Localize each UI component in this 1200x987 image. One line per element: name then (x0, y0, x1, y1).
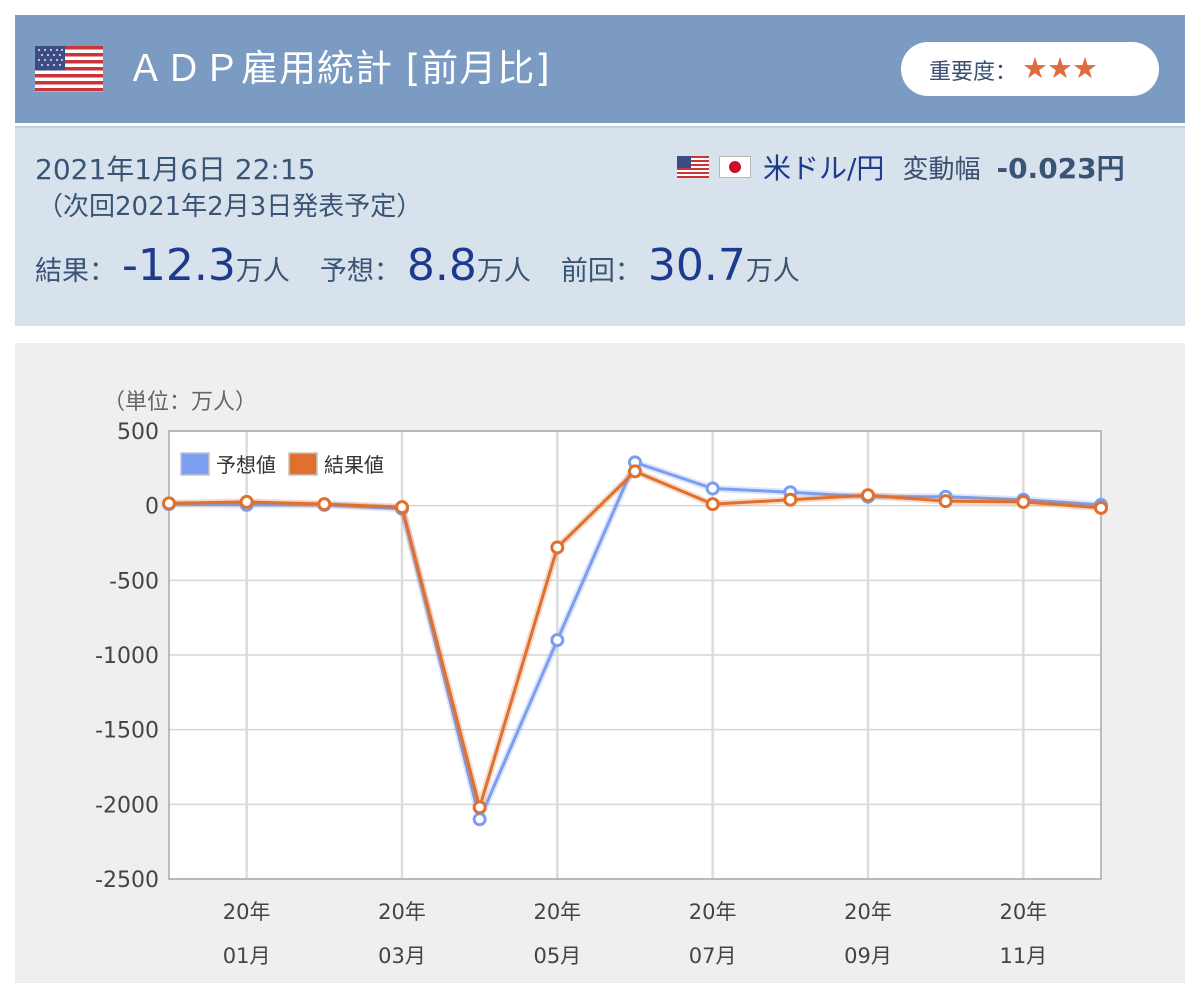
stats-row: 結果： -12.3 万人 予想： 8.8 万人 前回： 30.7 万人 (35, 240, 830, 291)
data-point-result (861, 488, 875, 503)
x-tick-year: 20年 (689, 900, 737, 924)
result-value: -12.3 (122, 240, 236, 291)
y-tick-label: -500 (109, 569, 159, 594)
us-flag-icon (35, 46, 103, 92)
data-point-result (938, 494, 953, 509)
data-point-result (162, 496, 176, 511)
data-point-result (550, 540, 565, 555)
previous-unit: 万人 (745, 256, 800, 287)
release-info-panel: 2021年1月6日 22:15 （次回2021年2月3日発表予定） 米ドル/円 … (15, 126, 1185, 326)
importance-stars-icon: ★★★ (1022, 51, 1098, 85)
x-tick-year: 20年 (844, 900, 892, 924)
x-tick-year: 20年 (223, 900, 271, 924)
forecast-unit: 万人 (476, 256, 531, 287)
previous-value: 30.7 (647, 240, 746, 291)
legend-swatch (180, 452, 210, 476)
us-flag-icon (677, 156, 709, 178)
data-point-result (239, 494, 254, 509)
x-tick-year: 20年 (378, 900, 426, 924)
x-tick-month: 01月 (223, 944, 271, 968)
x-tick-month: 07月 (689, 944, 737, 968)
release-datetime: 2021年1月6日 22:15 (35, 153, 316, 186)
range-label: 変動幅 (902, 154, 981, 185)
result-unit: 万人 (235, 256, 290, 287)
y-tick-label: -2000 (95, 793, 159, 818)
data-point-result (705, 497, 720, 512)
data-point-result (783, 492, 798, 507)
range-value: -0.023円 (996, 152, 1125, 185)
x-tick-month: 11月 (999, 944, 1047, 968)
x-tick-year: 20年 (533, 900, 581, 924)
japan-flag-icon (719, 156, 751, 178)
currency-pair: 米ドル/円 変動幅 -0.023円 (677, 150, 1125, 185)
y-tick-label: 500 (117, 420, 159, 445)
data-point-forecast (705, 481, 720, 496)
data-point-result (628, 464, 642, 479)
forecast-value: 8.8 (406, 240, 477, 291)
x-tick-month: 05月 (533, 944, 581, 968)
plot-border (168, 430, 1102, 880)
result-label: 結果： (35, 256, 116, 287)
x-tick-year: 20年 (999, 900, 1047, 924)
legend-label: 結果値 (324, 453, 384, 477)
y-tick-label: 0 (145, 495, 159, 520)
previous-label: 前回： (560, 256, 642, 287)
unit-label: （単位：万人） (103, 390, 257, 415)
data-point-forecast (550, 633, 565, 648)
line-chart: 500 0 -500 -1000 -1500 -2000 -2500 20年 01月 20年 03月… (95, 390, 1108, 968)
legend-label: 予想値 (216, 453, 276, 477)
data-point-result (317, 497, 332, 512)
legend-swatch (288, 452, 318, 476)
y-tick-label: -2500 (95, 868, 159, 893)
data-point-result (1094, 500, 1108, 515)
indicator-header: ＡＤＰ雇用統計 [前月比] 重要度： ★★★ (15, 15, 1185, 123)
data-point-result (472, 800, 487, 815)
importance-label: 重要度： (929, 60, 1018, 85)
currency-pair-link[interactable]: 米ドル/円 (763, 152, 885, 185)
forecast-label: 予想： (319, 256, 401, 287)
y-tick-label: -1500 (95, 719, 159, 744)
data-point-result (1016, 494, 1031, 509)
page-title: ＡＤＰ雇用統計 [前月比] (127, 47, 551, 90)
data-point-result (395, 500, 409, 515)
chart-panel: 500 0 -500 -1000 -1500 -2000 -2500 20年 01月 20年 03月… (15, 343, 1185, 983)
x-tick-month: 09月 (844, 944, 892, 968)
y-tick-label: -1000 (95, 644, 159, 669)
x-tick-month: 03月 (378, 944, 426, 968)
next-release: （次回2021年2月3日発表予定） (37, 192, 423, 222)
importance-badge: 重要度： ★★★ (901, 42, 1159, 96)
data-point-forecast (472, 812, 487, 827)
